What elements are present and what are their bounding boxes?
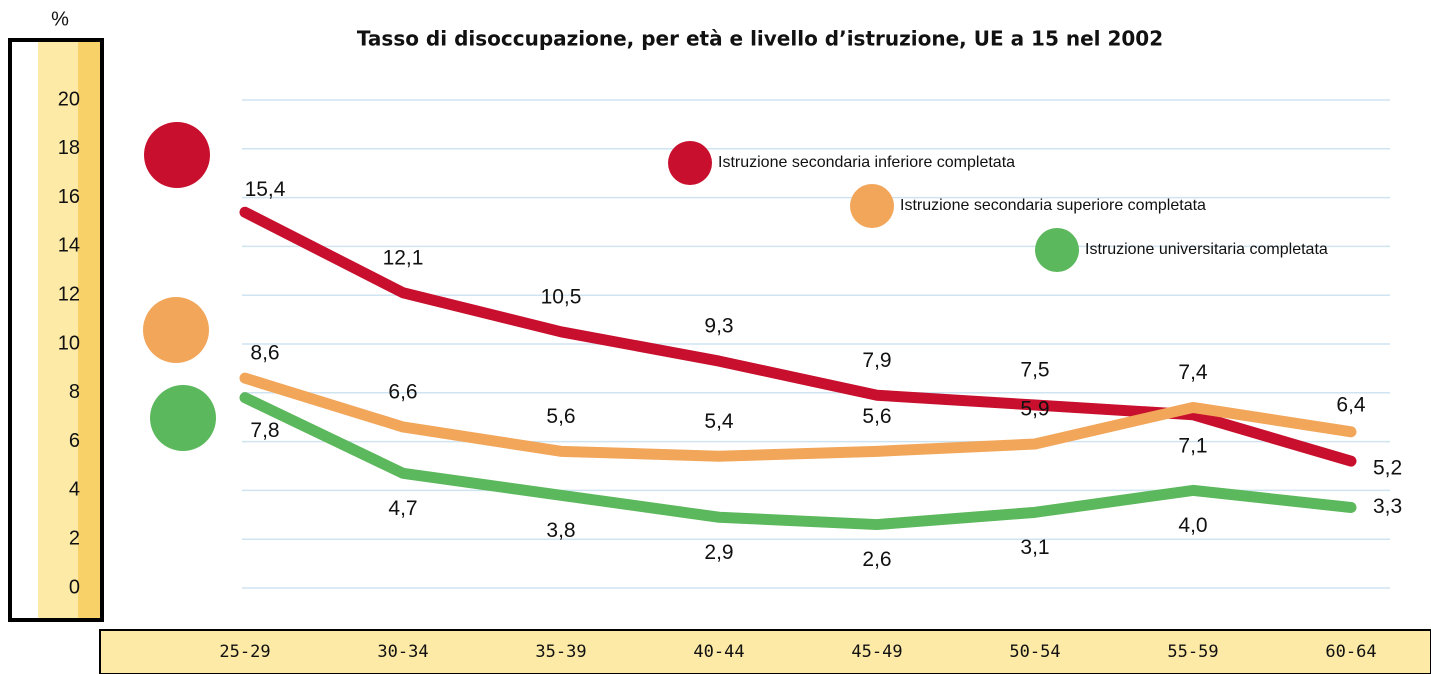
data-label: 7,8 (250, 419, 279, 442)
x-tick-label: 30-34 (377, 642, 428, 662)
data-label: 6,4 (1336, 393, 1366, 416)
data-label: 12,1 (383, 246, 424, 269)
legend-label: Istruzione secondaria superiore completa… (900, 197, 1206, 214)
data-label: 7,4 (1178, 361, 1208, 384)
series-icon (143, 297, 209, 363)
x-tick-label: 45-49 (851, 642, 902, 662)
series-line (239, 392, 1357, 531)
y-tick-label: 10 (58, 332, 80, 354)
y-tick-label: 8 (69, 381, 80, 403)
data-label: 4,0 (1178, 514, 1207, 537)
data-label: 5,2 (1373, 457, 1402, 480)
y-axis-label: % (51, 8, 69, 30)
data-label: 2,6 (862, 548, 891, 571)
y-axis-stripe (78, 42, 100, 618)
y-tick-label: 0 (69, 576, 80, 598)
data-label: 3,8 (546, 519, 575, 542)
data-label: 3,3 (1373, 495, 1402, 518)
data-label: 9,3 (704, 315, 733, 338)
y-tick-label: 16 (58, 186, 80, 208)
x-axis-band (99, 629, 1431, 674)
legend-label: Istruzione secondaria inferiore completa… (718, 154, 1015, 171)
x-tick-label: 40-44 (693, 642, 744, 662)
y-axis-stripe (38, 42, 78, 618)
chart-title: Tasso di disoccupazione, per età e livel… (357, 27, 1163, 51)
y-tick-label: 12 (58, 283, 80, 305)
data-label: 8,6 (250, 342, 279, 365)
legend-icon (668, 141, 712, 185)
data-label: 4,7 (388, 497, 417, 520)
series-line (239, 372, 1357, 462)
data-label: 3,1 (1020, 536, 1049, 559)
y-tick-label: 14 (58, 235, 80, 257)
legend-icon (850, 184, 894, 228)
data-label: 2,9 (704, 541, 733, 564)
data-label: 7,9 (862, 349, 891, 372)
x-tick-label: 60-64 (1325, 642, 1376, 662)
legend-icon (1035, 228, 1079, 272)
series-icon (150, 385, 216, 451)
data-label: 5,9 (1020, 398, 1049, 421)
data-label: 15,4 (245, 178, 286, 201)
data-label: 5,4 (704, 410, 734, 433)
data-label: 6,6 (388, 381, 417, 404)
data-label: 7,1 (1178, 434, 1207, 457)
x-tick-label: 25-29 (219, 642, 270, 662)
y-tick-label: 2 (69, 527, 80, 549)
y-tick-label: 6 (69, 430, 80, 452)
x-tick-label: 35-39 (535, 642, 586, 662)
legend-label: Istruzione universitaria completata (1085, 241, 1328, 258)
data-label: 10,5 (541, 285, 582, 308)
x-tick-label: 55-59 (1167, 642, 1218, 662)
y-tick-label: 4 (69, 479, 80, 501)
data-label: 7,5 (1020, 359, 1049, 382)
x-tick-label: 50-54 (1009, 642, 1060, 662)
series-icon (144, 122, 210, 188)
y-tick-label: 18 (58, 137, 80, 159)
y-tick-label: 20 (58, 88, 80, 110)
data-label: 5,6 (862, 405, 891, 428)
data-label: 5,6 (546, 405, 575, 428)
